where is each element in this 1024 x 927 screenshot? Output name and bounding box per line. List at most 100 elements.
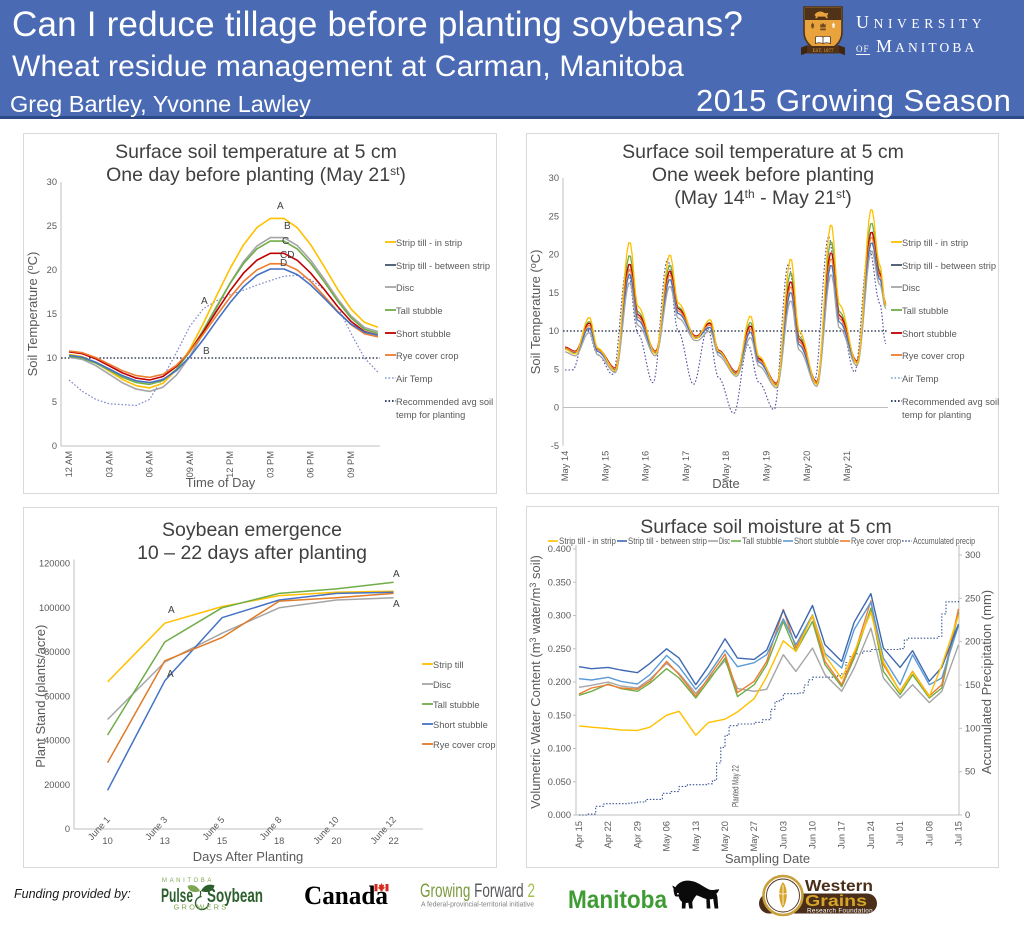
svg-text:May 18: May 18	[721, 451, 731, 482]
svg-text:One day before planting (May 2: One day before planting (May 21st)	[106, 164, 406, 186]
svg-text:250: 250	[965, 593, 981, 603]
svg-text:30: 30	[47, 177, 57, 187]
svg-text:10 – 22 days after planting: 10 – 22 days after planting	[137, 542, 367, 564]
svg-text:Strip till: Strip till	[433, 660, 463, 670]
svg-text:10: 10	[102, 836, 112, 846]
svg-text:Strip till - between strip: Strip till - between strip	[396, 261, 490, 271]
svg-text:B: B	[203, 346, 210, 357]
svg-text:120000: 120000	[39, 559, 70, 569]
svg-text:Volumetric Water Content (m3 w: Volumetric Water Content (m3 water/m3 so…	[528, 555, 543, 809]
svg-text:Jun 03: Jun 03	[778, 821, 788, 849]
svg-text:Surface soil temperature at 5: Surface soil temperature at 5 cm	[115, 141, 397, 163]
svg-text:Jun 24: Jun 24	[866, 821, 876, 849]
svg-text:Accumulated precip: Accumulated precip	[913, 536, 975, 546]
svg-text:40000: 40000	[44, 736, 70, 746]
svg-text:Tall stubble: Tall stubble	[396, 306, 443, 316]
svg-text:06 AM: 06 AM	[145, 451, 155, 477]
svg-text:Short stubble: Short stubble	[396, 329, 451, 339]
svg-text:12 AM: 12 AM	[64, 451, 74, 477]
svg-text:100: 100	[965, 723, 981, 733]
svg-text:C: C	[282, 236, 289, 247]
svg-text:15: 15	[217, 836, 227, 846]
svg-text:18: 18	[274, 836, 284, 846]
svg-text:Growing Forward 2: Growing Forward 2	[420, 880, 535, 902]
svg-text:25: 25	[47, 221, 57, 231]
svg-text:GROWERS: GROWERS	[174, 903, 229, 912]
svg-text:A: A	[393, 599, 400, 610]
svg-text:Apr 22: Apr 22	[603, 821, 613, 848]
svg-text:Disc: Disc	[433, 680, 451, 690]
svg-text:Strip till - in strip: Strip till - in strip	[902, 238, 968, 248]
svg-text:D: D	[280, 258, 287, 269]
svg-text:09 AM: 09 AM	[185, 451, 195, 477]
svg-text:0.050: 0.050	[548, 777, 571, 787]
svg-text:Jul 08: Jul 08	[924, 821, 934, 846]
svg-text:Research Foundation: Research Foundation	[807, 907, 873, 914]
svg-text:Plant Stand (plants/acre): Plant Stand (plants/acre)	[33, 625, 48, 768]
svg-text:EST. 1877: EST. 1877	[812, 49, 834, 54]
svg-text:30: 30	[549, 173, 559, 183]
svg-text:Disc: Disc	[719, 536, 730, 546]
svg-text:temp for planting: temp for planting	[902, 410, 971, 420]
svg-text:Short stubble: Short stubble	[794, 536, 839, 546]
svg-text:Disc: Disc	[396, 283, 414, 293]
svg-text:Tall stubble: Tall stubble	[902, 306, 949, 316]
svg-text:Apr 15: Apr 15	[574, 821, 584, 848]
svg-text:B: B	[284, 221, 291, 232]
svg-text:MANITOBA: MANITOBA	[162, 878, 214, 884]
svg-text:A: A	[201, 296, 208, 307]
svg-text:0.350: 0.350	[548, 577, 571, 587]
svg-text:Apr 29: Apr 29	[632, 821, 642, 848]
svg-text:300: 300	[965, 550, 981, 560]
svg-text:5: 5	[52, 397, 57, 407]
svg-text:Manitoba: Manitoba	[568, 886, 668, 914]
svg-text:Rye cover crop: Rye cover crop	[396, 351, 459, 361]
svg-text:May 06: May 06	[662, 821, 672, 852]
svg-text:May 20: May 20	[720, 821, 730, 852]
svg-text:May 14: May 14	[560, 451, 570, 482]
svg-text:20: 20	[549, 250, 559, 260]
svg-text:0.400: 0.400	[548, 544, 571, 554]
svg-text:Strip till - between strip: Strip till - between strip	[628, 536, 707, 546]
svg-text:Pulse: Pulse	[161, 886, 193, 907]
svg-text:10: 10	[47, 353, 57, 363]
svg-text:0.250: 0.250	[548, 644, 571, 654]
svg-text:Strip till - in strip: Strip till - in strip	[396, 238, 462, 248]
svg-text:May 13: May 13	[691, 821, 701, 852]
svg-text:A: A	[167, 669, 174, 680]
svg-text:20: 20	[331, 836, 341, 846]
svg-text:May 27: May 27	[749, 821, 759, 852]
svg-text:15: 15	[47, 309, 57, 319]
svg-text:Accumulated Precipitation (mm): Accumulated Precipitation (mm)	[979, 590, 994, 774]
svg-text:Recommended avg soil: Recommended avg soil	[396, 397, 493, 407]
svg-text:Planted May 22: Planted May 22	[730, 765, 740, 807]
svg-text:May 20: May 20	[802, 451, 812, 482]
svg-text:Soybean: Soybean	[207, 886, 263, 907]
svg-text:Surface soil moisture at 5 cm: Surface soil moisture at 5 cm	[640, 516, 891, 538]
svg-text:Days After Planting: Days After Planting	[193, 849, 304, 864]
svg-text:Funding provided by:: Funding provided by:	[14, 887, 131, 901]
svg-text:Rye cover crop: Rye cover crop	[902, 351, 965, 361]
svg-text:One week before planting: One week before planting	[652, 164, 874, 186]
svg-text:Sampling Date: Sampling Date	[725, 851, 810, 866]
svg-text:A federal-provincial-territori: A federal-provincial-territorial initiat…	[421, 900, 534, 909]
svg-text:Air Temp: Air Temp	[902, 374, 939, 384]
svg-text:10: 10	[549, 326, 559, 336]
svg-text:Time of Day: Time of Day	[186, 475, 256, 490]
svg-text:Tall stubble: Tall stubble	[433, 700, 480, 710]
svg-text:Recommended avg soil: Recommended avg soil	[902, 397, 999, 407]
svg-text:-5: -5	[551, 441, 559, 451]
svg-text:Strip till - between strip: Strip till - between strip	[902, 261, 996, 271]
svg-text:temp for planting: temp for planting	[396, 410, 465, 420]
svg-text:Tall stubble: Tall stubble	[742, 536, 782, 546]
svg-text:May 19: May 19	[762, 451, 772, 482]
svg-text:0: 0	[65, 824, 70, 834]
svg-text:Short stubble: Short stubble	[433, 720, 488, 730]
svg-text:Surface soil temperature at 5: Surface soil temperature at 5 cm	[622, 141, 904, 163]
svg-text:12 PM: 12 PM	[225, 451, 235, 478]
svg-text:0: 0	[965, 810, 970, 820]
svg-text:Date: Date	[712, 476, 739, 491]
svg-text:Rye cover crop: Rye cover crop	[433, 740, 496, 750]
svg-text:May 17: May 17	[681, 451, 691, 482]
svg-text:0.000: 0.000	[548, 810, 571, 820]
